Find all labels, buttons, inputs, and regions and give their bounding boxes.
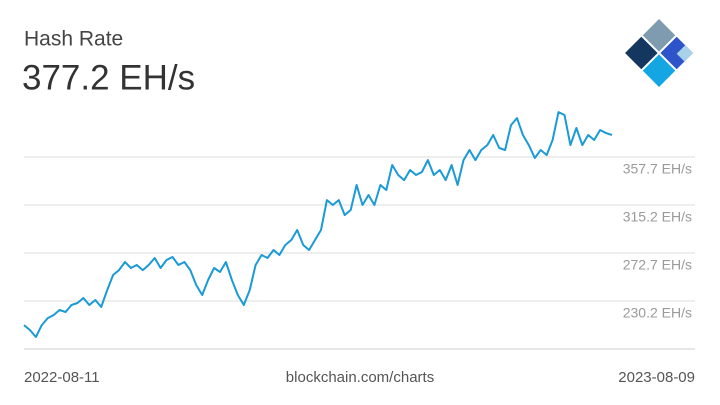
logo: [625, 19, 693, 87]
source-label: blockchain.com/charts: [286, 369, 434, 386]
current-value: 377.2 EH/s: [22, 58, 195, 97]
x-end-label: 2023-08-09: [618, 369, 695, 386]
y-tick-label: 315.2 EH/s: [623, 209, 692, 225]
x-start-label: 2022-08-11: [24, 369, 100, 386]
y-tick-label: 230.2 EH/s: [623, 305, 692, 321]
y-tick-label: 357.7 EH/s: [623, 161, 692, 177]
y-tick-label: 272.7 EH/s: [623, 257, 692, 273]
data-line: [23, 111, 613, 338]
chart-title: Hash Rate: [24, 28, 123, 51]
